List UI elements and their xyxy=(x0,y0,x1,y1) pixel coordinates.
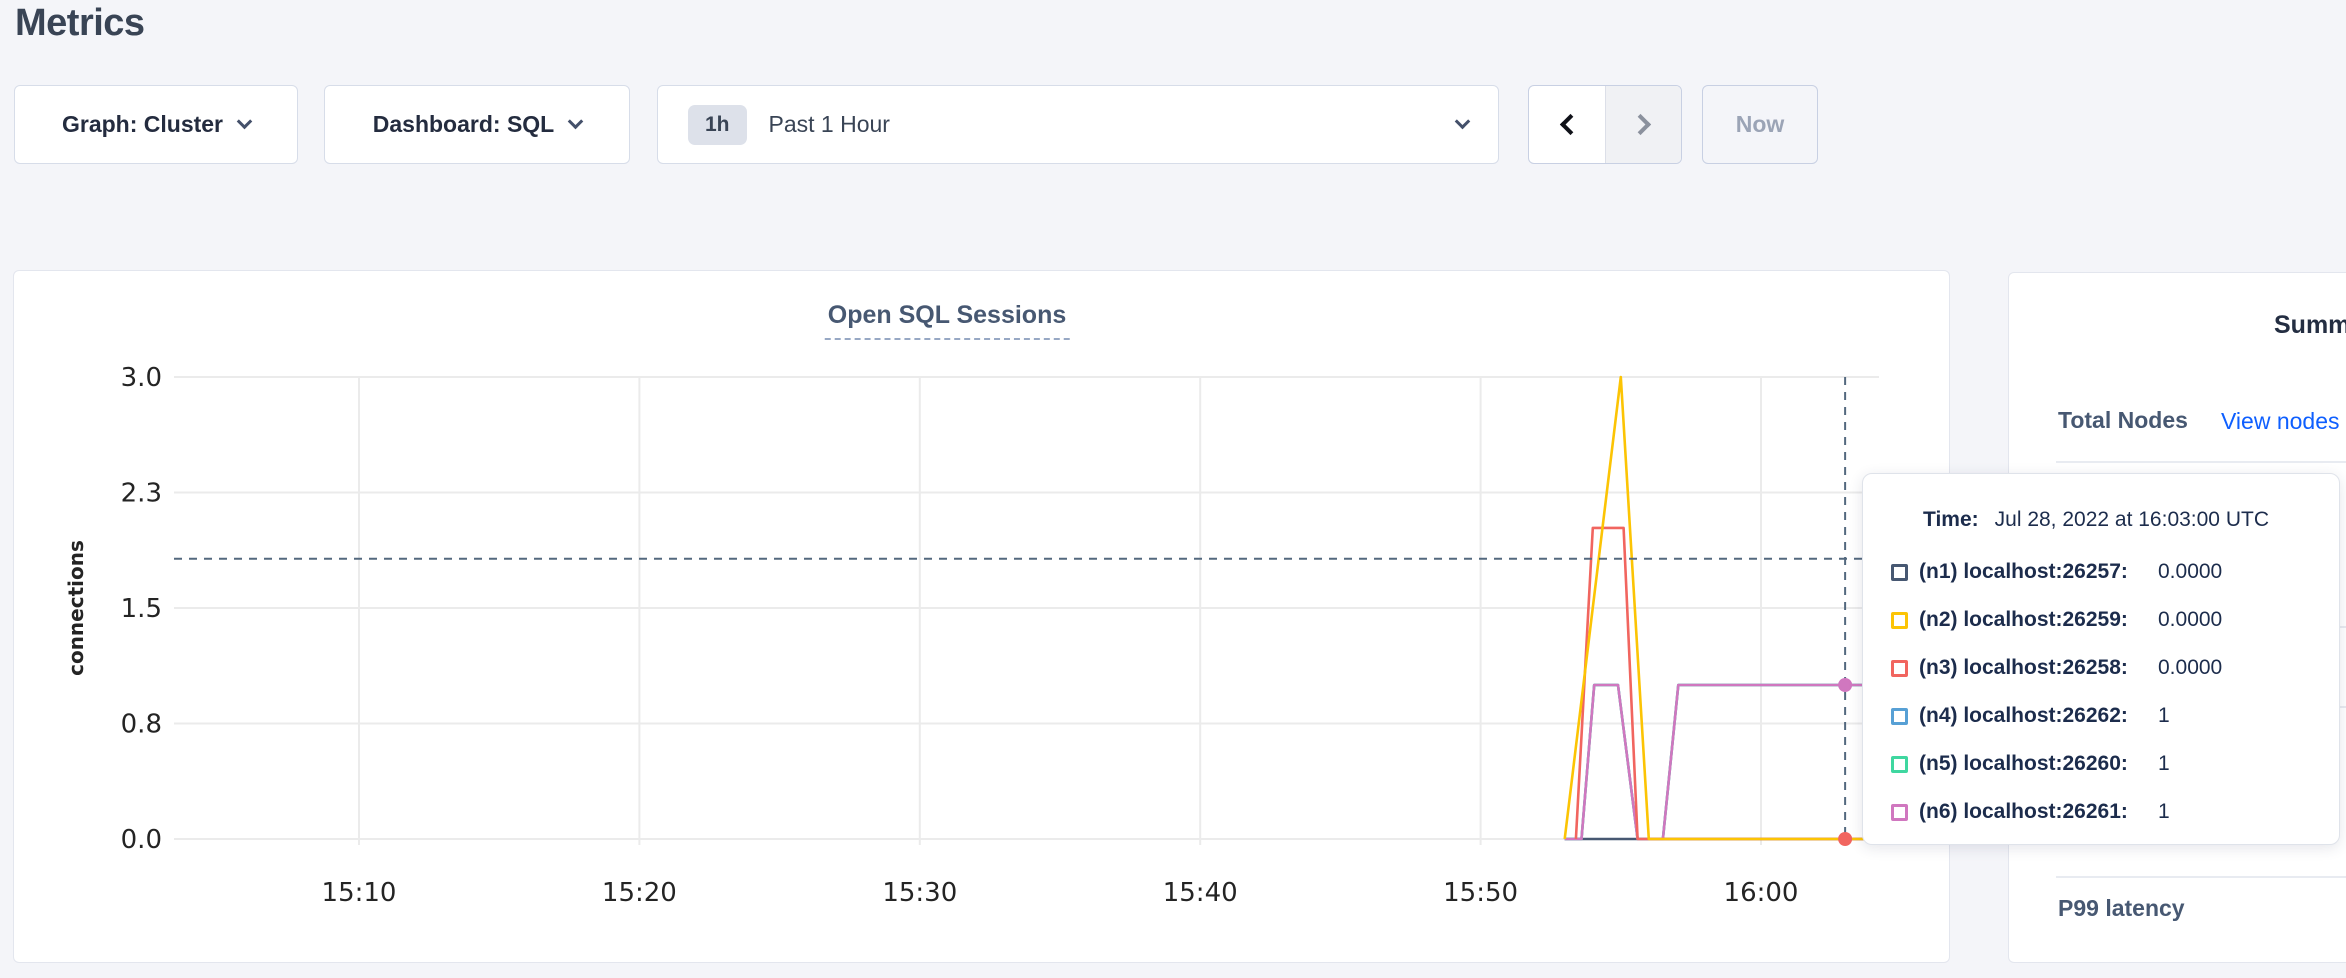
series-line-n2 xyxy=(1563,375,1879,841)
series-color-swatch xyxy=(1891,611,1908,629)
time-window-label: Past 1 Hour xyxy=(768,111,890,137)
chart-hover-tooltip: Time: Jul 28, 2022 at 16:03:00 UTC (n1) l… xyxy=(1862,473,2340,845)
chart-title[interactable]: Open SQL Sessions xyxy=(824,301,1070,340)
dashboard-dropdown-label: Dashboard: SQL xyxy=(372,111,555,137)
series-color-swatch xyxy=(1891,707,1908,725)
view-nodes-link[interactable]: View nodes xyxy=(2221,408,2340,434)
tooltip-time-row: Time: Jul 28, 2022 at 16:03:00 UTC xyxy=(1923,508,2269,532)
series-label: (n2) localhost:26259: xyxy=(1919,608,2128,631)
series-label: (n4) localhost:26262: xyxy=(1919,704,2128,727)
sidebar-divider xyxy=(2056,461,2346,463)
p99-latency-label: P99 latency xyxy=(2058,895,2185,921)
tooltip-time-label: Time: xyxy=(1923,508,1979,531)
series-value: 0.0000 xyxy=(2158,560,2223,583)
page-title: Metrics xyxy=(15,2,145,44)
crosshair-data-point-dot xyxy=(1838,832,1853,846)
tooltip-series-row: (n4) localhost:26262: 1 xyxy=(1891,692,2327,740)
now-button[interactable]: Now xyxy=(1702,85,1818,164)
x-axis-tick-label: 15:30 xyxy=(882,878,957,908)
series-label: (n6) localhost:26261: xyxy=(1919,800,2128,823)
x-axis-tick-label: 15:40 xyxy=(1163,878,1238,908)
series-line-n3 xyxy=(1574,526,1879,841)
tooltip-series-row: (n1) localhost:26257: 0.0000 xyxy=(1891,548,2327,596)
series-label: (n3) localhost:26258: xyxy=(1919,656,2128,679)
tooltip-time-value: Jul 28, 2022 at 16:03:00 UTC xyxy=(1994,508,2269,531)
x-axis-tick-label: 16:00 xyxy=(1724,878,1799,908)
time-step-button-group xyxy=(1528,85,1682,164)
tooltip-series-row: (n5) localhost:26260: 1 xyxy=(1891,740,2327,788)
x-axis-tick-label: 15:50 xyxy=(1443,878,1518,908)
series-line-n6 xyxy=(1564,683,1879,841)
series-value: 1 xyxy=(2158,704,2170,727)
summary-heading: Summary xyxy=(2274,311,2346,339)
series-value: 0.0000 xyxy=(2158,656,2223,679)
series-line-n4 xyxy=(1564,683,1879,841)
series-label: (n1) localhost:26257: xyxy=(1919,560,2128,583)
series-color-swatch xyxy=(1891,563,1908,581)
series-color-swatch xyxy=(1891,755,1908,773)
tooltip-series-row: (n2) localhost:26259: 0.0000 xyxy=(1891,596,2327,644)
series-label: (n5) localhost:26260: xyxy=(1919,752,2128,775)
y-axis-tick-label: 3.0 xyxy=(121,363,162,393)
sidebar-divider xyxy=(2056,876,2346,878)
time-window-badge: 1h xyxy=(688,104,747,145)
y-axis-title: connections xyxy=(64,540,88,676)
chevron-down-icon xyxy=(236,113,253,130)
tooltip-series-row: (n3) localhost:26258: 0.0000 xyxy=(1891,644,2327,692)
tooltip-series-rows: (n1) localhost:26257: 0.0000 (n2) localh… xyxy=(1891,548,2327,836)
y-axis-tick-label: 1.5 xyxy=(121,594,162,624)
tooltip-series-row: (n6) localhost:26261: 1 xyxy=(1891,788,2327,836)
dashboard-dropdown[interactable]: Dashboard: SQL xyxy=(324,85,630,164)
step-forward-button-disabled[interactable] xyxy=(1605,86,1681,163)
x-axis-tick-label: 15:10 xyxy=(322,878,397,908)
series-value: 1 xyxy=(2158,752,2170,775)
series-line-n5 xyxy=(1564,683,1879,841)
graph-scope-dropdown[interactable]: Graph: Cluster xyxy=(14,85,298,164)
series-color-swatch xyxy=(1891,659,1908,677)
open-sql-sessions-chart-panel: Open SQL Sessions 0.0 0.8 1.5 2.3 3.0 15:10 15… xyxy=(13,270,1950,963)
total-nodes-label: Total Nodes xyxy=(2058,407,2188,433)
time-range-selector[interactable]: 1h Past 1 Hour xyxy=(657,85,1499,164)
y-axis-tick-label: 2.3 xyxy=(121,479,162,509)
series-color-swatch xyxy=(1891,803,1908,821)
step-back-button[interactable] xyxy=(1529,86,1605,163)
y-axis-tick-label: 0.0 xyxy=(121,825,162,855)
series-value: 1 xyxy=(2158,800,2170,823)
series-value: 0.0000 xyxy=(2158,608,2223,631)
chevron-right-icon xyxy=(1629,113,1652,136)
chevron-down-icon xyxy=(1454,113,1471,130)
chevron-down-icon xyxy=(567,113,584,130)
chevron-left-icon xyxy=(1559,113,1581,136)
open-sql-sessions-chart[interactable]: 0.0 0.8 1.5 2.3 3.0 15:10 15:20 15:30 15:40 15:50… xyxy=(14,271,1948,961)
x-axis-tick-label: 15:20 xyxy=(602,878,677,908)
y-axis-tick-label: 0.8 xyxy=(121,710,162,740)
graph-scope-dropdown-label: Graph: Cluster xyxy=(61,111,224,137)
crosshair-data-point-dot xyxy=(1838,678,1853,692)
